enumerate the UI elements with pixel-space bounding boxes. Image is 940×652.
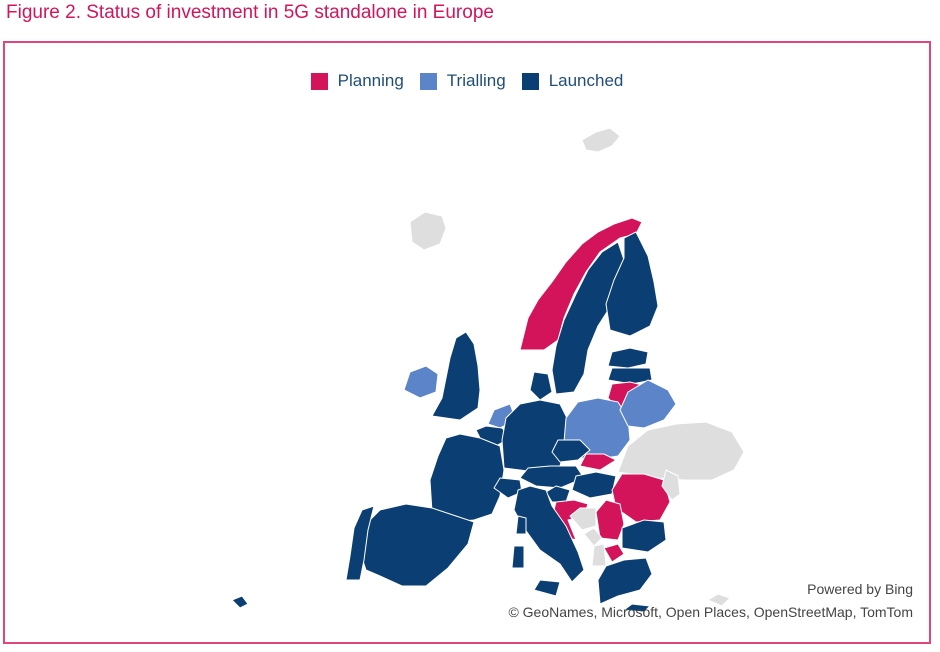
region-austria xyxy=(519,465,585,489)
region-slovenia xyxy=(545,485,571,503)
figure-title: Figure 2. Status of investment in 5G sta… xyxy=(6,2,494,23)
region-belarus xyxy=(619,379,677,429)
legend-swatch-trialling xyxy=(419,72,437,90)
map-frame: Planning Trialling Launched Powered by B… xyxy=(3,41,931,644)
region-slovakia xyxy=(579,453,617,471)
region-svalbard xyxy=(581,127,621,153)
region-ireland xyxy=(403,365,439,399)
region-montenegro xyxy=(583,527,603,547)
region-france xyxy=(429,433,505,523)
region-crete xyxy=(623,603,651,613)
region-moldova xyxy=(661,469,681,501)
powered-by-bing: Powered by Bing xyxy=(807,581,913,597)
region-bulgaria xyxy=(621,519,667,553)
legend-swatch-planning xyxy=(310,72,328,90)
region-sicily xyxy=(533,579,561,597)
region-spain xyxy=(359,503,475,587)
europe-map xyxy=(231,127,745,613)
region-estonia xyxy=(607,347,649,369)
legend-item-launched: Launched xyxy=(521,71,624,91)
region-north-macedonia xyxy=(603,543,625,563)
region-serbia xyxy=(595,499,625,541)
region-canary-islands xyxy=(231,595,249,609)
legend-label-trialling: Trialling xyxy=(446,71,506,90)
region-corsica xyxy=(515,515,527,535)
region-czechia xyxy=(551,439,591,463)
legend-item-planning: Planning xyxy=(310,71,404,91)
region-norway xyxy=(519,217,643,351)
legend-label-planning: Planning xyxy=(337,71,404,90)
region-sardinia xyxy=(511,545,525,569)
region-portugal xyxy=(345,505,375,581)
region-denmark xyxy=(529,371,553,401)
region-cyprus xyxy=(707,593,731,607)
region-hungary xyxy=(571,471,617,499)
legend-swatch-launched xyxy=(521,72,539,90)
region-switzerland xyxy=(493,477,523,499)
region-iceland xyxy=(409,211,447,251)
legend: Planning Trialling Launched xyxy=(5,71,929,91)
legend-label-launched: Launched xyxy=(548,71,624,90)
region-finland xyxy=(605,231,659,337)
region-albania xyxy=(591,543,607,567)
region-greece xyxy=(597,557,653,605)
region-united-kingdom xyxy=(431,331,481,421)
region-bosnia-and-herzegovina xyxy=(569,507,597,531)
map-credits: © GeoNames, Microsoft, Open Places, Open… xyxy=(508,604,913,620)
region-ukraine xyxy=(617,421,745,481)
region-sweden xyxy=(551,241,625,395)
legend-item-trialling: Trialling xyxy=(419,71,506,91)
